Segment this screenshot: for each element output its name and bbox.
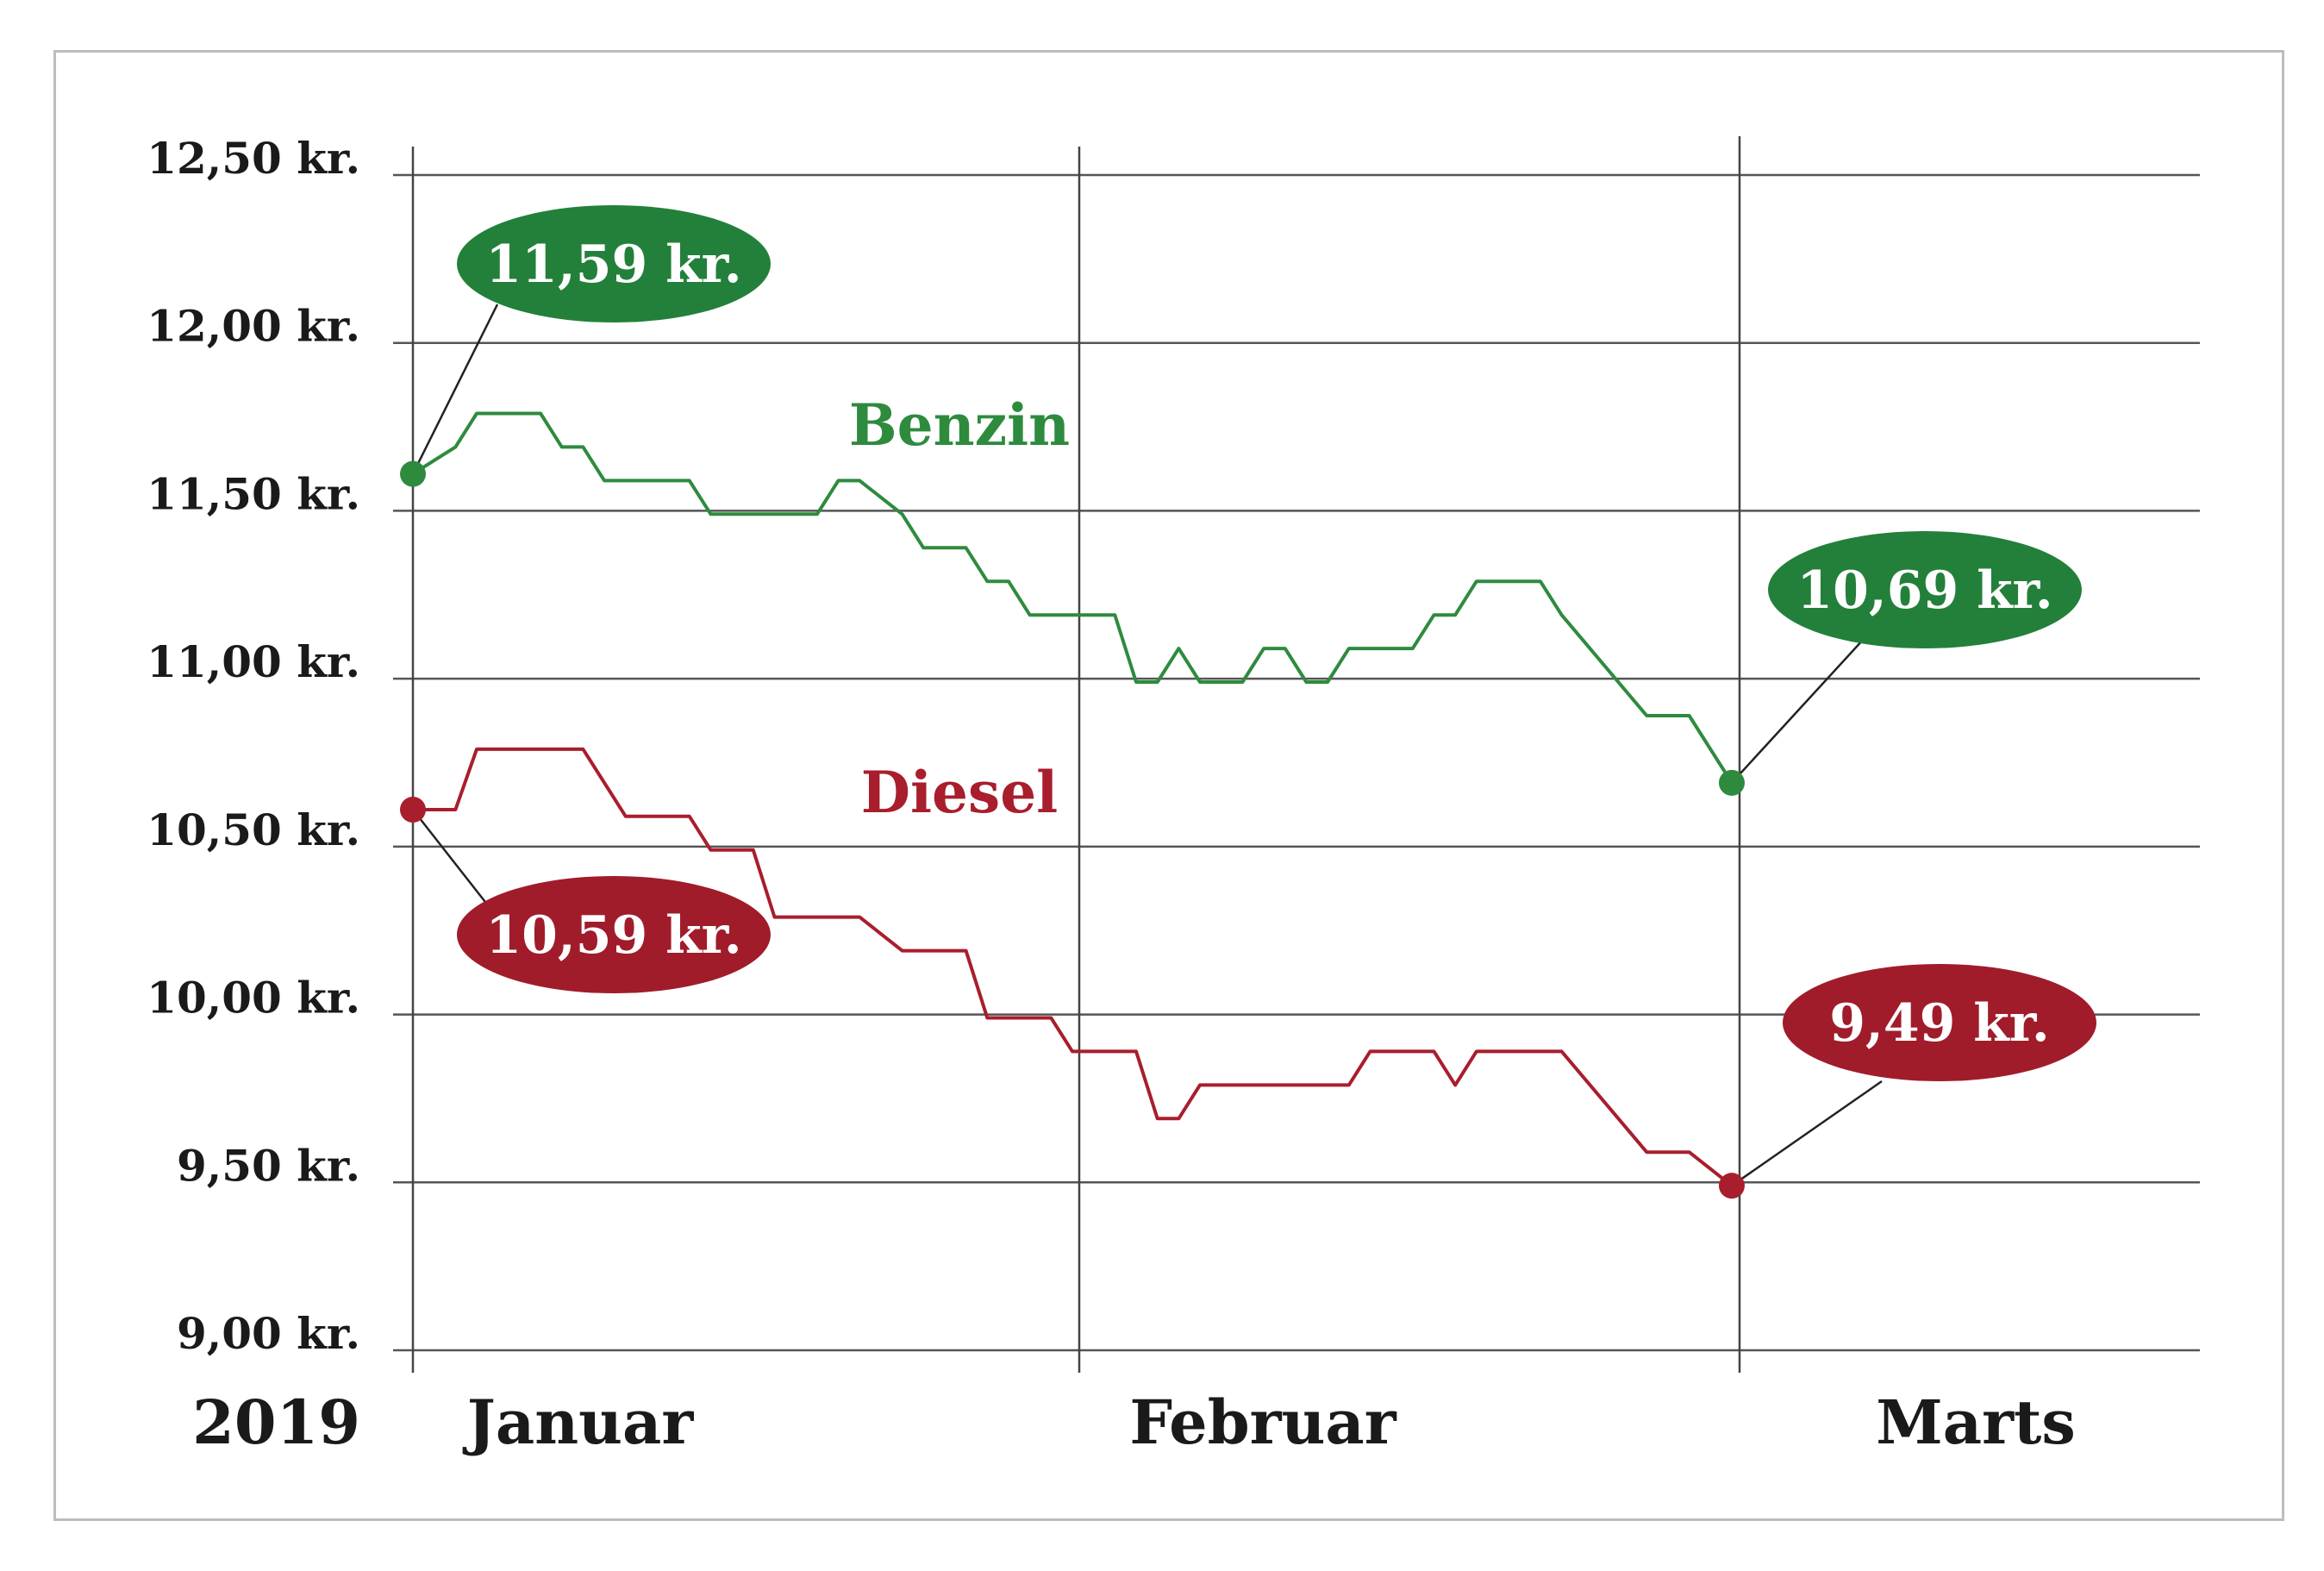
series-label-benzin: Benzin — [849, 391, 1070, 459]
data-label-end: 10,69 kr. — [1796, 560, 2052, 621]
callout-bubble-end — [1768, 531, 2082, 648]
month-label: Marts — [1876, 1386, 2075, 1458]
data-label-end: 9,49 kr. — [1829, 993, 2050, 1054]
data-label-start: 11,59 kr. — [485, 235, 741, 295]
month-label: Januar — [462, 1386, 695, 1458]
y-tick-label: 11,00 kr. — [147, 636, 360, 687]
y-tick-label: 12,00 kr. — [147, 301, 360, 352]
series-line-diesel — [413, 747, 1734, 1187]
callout-leader — [1731, 1080, 1883, 1187]
callout-bubble-start — [457, 876, 771, 993]
callout-bubble-end — [1783, 964, 2096, 1081]
callout-bubble-start — [457, 205, 771, 322]
data-point-start — [400, 460, 426, 487]
data-point-end — [1718, 1173, 1745, 1199]
callout-leader — [412, 809, 498, 918]
callout-leader — [411, 304, 499, 475]
year-label: 2019 — [192, 1386, 360, 1458]
data-label-start: 10,59 kr. — [485, 905, 741, 966]
month-label: Februar — [1129, 1386, 1396, 1458]
series-label-diesel: Diesel — [861, 759, 1059, 826]
callout-leader — [1731, 637, 1865, 784]
series-line-benzin — [411, 411, 1734, 784]
y-tick-label: 10,50 kr. — [147, 804, 360, 855]
data-point-start — [400, 797, 426, 823]
y-tick-label: 9,50 kr. — [177, 1140, 360, 1191]
y-tick-label: 11,50 kr. — [147, 468, 360, 519]
y-tick-label: 12,50 kr. — [147, 133, 360, 184]
y-tick-label: 10,00 kr. — [147, 973, 360, 1023]
chart-frame — [53, 50, 2284, 1521]
data-point-end — [1718, 769, 1745, 796]
y-tick-label: 9,00 kr. — [177, 1308, 360, 1359]
